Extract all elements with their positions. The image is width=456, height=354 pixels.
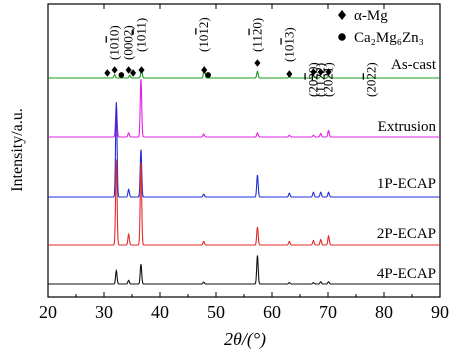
- peak-index-labels: (1010) (0002)(1011) (1012) (1120) (1013) (202…: [104, 17, 379, 97]
- phase-diamond-marker: [317, 68, 324, 76]
- series-label: 4P-ECAP: [377, 266, 436, 282]
- phase-diamond-marker: [325, 68, 332, 76]
- legend-label: Ca₂Mg₆Zn₃: [354, 30, 424, 46]
- legend-label: α-Mg: [354, 8, 388, 24]
- series-label: 1P-ECAP: [377, 176, 436, 192]
- peak-index-label: (1120): [249, 18, 264, 52]
- series-label: Extrusion: [378, 119, 437, 135]
- series-label: 2P-ECAP: [377, 226, 436, 242]
- peak-index-label: (2022): [364, 62, 379, 97]
- trace-as-cast: [48, 65, 440, 79]
- trace-1p-ecap: [48, 101, 440, 198]
- phase-diamond-marker: [104, 69, 111, 77]
- phase-diamond-marker: [201, 66, 208, 74]
- legend-diamond-icon: [338, 10, 346, 20]
- x-tick-label: 70: [319, 302, 337, 322]
- phase-diamond-marker: [138, 66, 145, 74]
- peak-index-label: (2021): [321, 62, 336, 97]
- peak-index-label: (1012): [196, 17, 211, 52]
- peak-index-label: (1013): [281, 27, 296, 62]
- phase-diamond-marker: [111, 66, 118, 74]
- phase-circle-marker: [118, 72, 125, 78]
- trace-4p-ecap: [48, 255, 440, 285]
- phase-circle-marker: [205, 72, 212, 78]
- trace-2p-ecap: [48, 159, 440, 246]
- phase-diamond-marker: [254, 59, 261, 67]
- peak-index-label: (1122): [313, 63, 328, 97]
- x-axis-label: 2θ/(°): [224, 329, 266, 350]
- x-tick-label: 50: [207, 302, 225, 322]
- series-label: As-cast: [391, 57, 437, 73]
- legend: α-Mg Ca₂Mg₆Zn₃: [338, 8, 424, 46]
- phase-diamond-marker: [310, 68, 317, 76]
- x-tick-label: 60: [263, 302, 281, 322]
- x-axis-ticks: 20 30 40 50 60 70 80 90: [39, 4, 449, 322]
- x-tick-label: 90: [431, 302, 449, 322]
- legend-circle-icon: [338, 33, 346, 41]
- series-labels: As-cast Extrusion 1P-ECAP 2P-ECAP 4P-ECAP: [377, 57, 437, 282]
- trace-extrusion: [48, 78, 440, 138]
- x-tick-label: 30: [95, 302, 113, 322]
- y-axis-label: Intensity/a.u.: [9, 108, 26, 192]
- phase-diamond-marker: [125, 66, 132, 74]
- phase-diamond-marker: [130, 69, 137, 77]
- peak-index-label: (2020): [305, 62, 320, 97]
- x-tick-label: 80: [375, 302, 393, 322]
- peak-index-label: (0002): [121, 25, 136, 60]
- x-tick-label: 40: [151, 302, 169, 322]
- xrd-traces: [48, 65, 440, 285]
- phase-diamond-marker: [286, 70, 293, 78]
- peak-index-label: (1010): [107, 25, 122, 60]
- peak-index-label: (1011): [134, 18, 149, 52]
- x-tick-label: 20: [39, 302, 57, 322]
